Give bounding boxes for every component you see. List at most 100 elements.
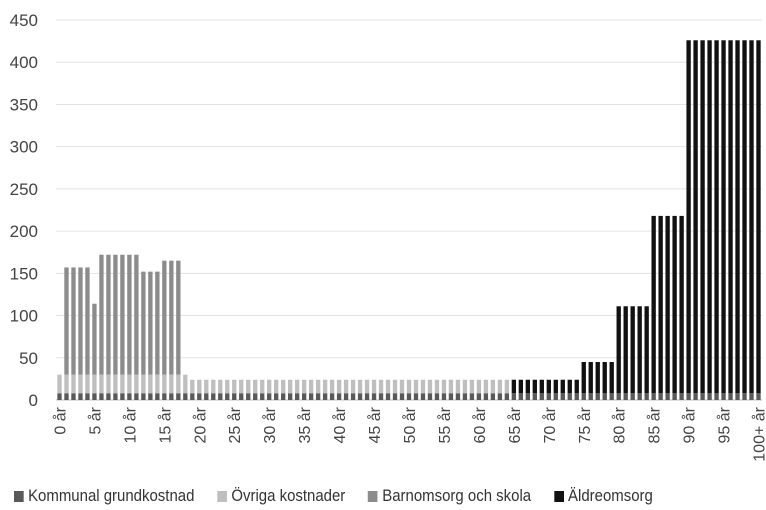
x-tick-label: 5 år: [86, 406, 104, 434]
bar-segment: [99, 254, 104, 375]
bar-segment: [658, 393, 663, 400]
bar-segment: [504, 393, 510, 400]
bar-segment: [686, 40, 691, 394]
bar-segment: [595, 393, 600, 400]
x-tick-label: 20 år: [191, 406, 209, 443]
bar-segment: [434, 379, 440, 394]
bar-segment: [700, 40, 705, 394]
bar-segment: [78, 393, 83, 400]
bar-segment: [92, 303, 97, 375]
bar-segment: [385, 393, 391, 400]
bar-segment: [281, 393, 286, 400]
bar-segment: [357, 379, 363, 394]
bar-segment: [679, 215, 684, 394]
bar-segment: [602, 362, 607, 394]
bar-segment: [315, 393, 321, 400]
bar-segment: [707, 40, 712, 394]
bar-segment: [588, 393, 593, 400]
bar-segment: [413, 393, 419, 400]
bar-segment: [64, 267, 69, 375]
bar-segment: [141, 374, 146, 394]
bar-segment: [371, 393, 377, 400]
x-tick-label: 0 år: [51, 406, 69, 434]
bar-segment: [294, 393, 300, 400]
bar-segment: [602, 393, 607, 400]
x-tick-label: 70 år: [541, 406, 559, 443]
x-tick-label: 35 år: [296, 406, 314, 443]
bar-segment: [134, 374, 139, 394]
bar-segment: [267, 393, 272, 400]
bar-segment: [336, 393, 342, 400]
bar-segment: [239, 379, 244, 394]
legend: Kommunal grundkostnad Övriga kostnader B…: [14, 486, 676, 506]
bar-segment: [239, 393, 244, 400]
y-tick-label: 0: [29, 391, 38, 410]
bar-segment: [693, 40, 698, 394]
bar-segment: [71, 267, 76, 375]
bar-segment: [455, 379, 461, 394]
bar-segment: [225, 379, 230, 394]
bar-segment: [728, 40, 733, 394]
stacked-bar-chart: 0 50 100 150 200 250 300 350 400 450 0 år 5 år 10 å…: [10, 11, 766, 462]
bar-segment: [350, 379, 356, 394]
bar-segment: [651, 215, 656, 394]
bar-segment: [469, 379, 475, 394]
bar-segment: [644, 393, 649, 400]
bars: [57, 40, 761, 400]
bar-segment: [281, 379, 286, 394]
bar-segment: [148, 271, 153, 375]
bar-segment: [322, 379, 328, 394]
y-axis-ticks: 0 50 100 150 200 250 300 350 400 450: [10, 11, 38, 410]
bar-segment: [253, 379, 258, 394]
bar-segment: [274, 393, 279, 400]
bar-segment: [490, 393, 496, 400]
bar-segment: [274, 379, 279, 394]
bar-segment: [169, 374, 174, 394]
bar-segment: [427, 379, 433, 394]
gridlines: [56, 19, 762, 401]
bar-segment: [162, 260, 167, 375]
bar-segment: [462, 379, 468, 394]
y-tick-label: 350: [10, 95, 38, 114]
bar-segment: [539, 379, 544, 394]
bar-segment: [78, 374, 83, 394]
y-tick-label: 100: [10, 307, 38, 326]
bar-segment: [630, 393, 635, 400]
bar-segment: [127, 254, 132, 375]
bar-segment: [378, 379, 384, 394]
bar-segment: [476, 379, 482, 394]
bar-segment: [756, 393, 761, 400]
bar-segment: [588, 362, 593, 394]
legend-swatch: [368, 490, 378, 502]
bar-segment: [574, 379, 579, 394]
x-tick-label: 100+ år: [751, 406, 766, 461]
bar-segment: [399, 393, 405, 400]
bar-segment: [609, 393, 614, 400]
legend-item-aldreomsorg: Äldreomsorg: [553, 486, 653, 506]
bar-segment: [113, 374, 118, 394]
bar-segment: [64, 393, 69, 400]
bar-segment: [246, 379, 251, 394]
x-tick-label: 45 år: [366, 406, 384, 443]
bar-segment: [176, 260, 181, 375]
bar-segment: [616, 393, 621, 400]
bar-segment: [756, 40, 761, 394]
bar-segment: [497, 379, 503, 394]
bar-segment: [315, 379, 321, 394]
x-tick-label: 60 år: [471, 406, 489, 443]
bar-segment: [616, 306, 621, 394]
bar-segment: [85, 393, 90, 400]
bar-segment: [232, 379, 237, 394]
bar-segment: [288, 379, 293, 394]
bar-segment: [127, 374, 132, 394]
bar-segment: [211, 379, 216, 394]
bar-segment: [169, 393, 174, 400]
bar-segment: [99, 374, 104, 394]
bar-segment: [211, 393, 216, 400]
bar-segment: [392, 393, 398, 400]
bar-segment: [686, 393, 691, 400]
x-tick-label: 75 år: [576, 406, 594, 443]
bar-segment: [623, 393, 628, 400]
bar-segment: [399, 379, 405, 394]
x-tick-label: 90 år: [681, 406, 699, 443]
